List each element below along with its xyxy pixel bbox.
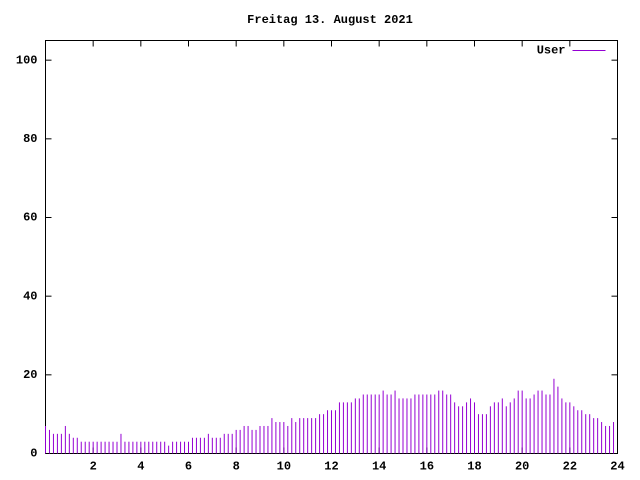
- x-tick-label: 8: [233, 460, 240, 474]
- y-tick-label: 40: [23, 289, 37, 303]
- y-tick-label: 20: [23, 368, 37, 382]
- x-tick-label: 2: [90, 460, 97, 474]
- x-tick-label: 6: [185, 460, 192, 474]
- x-tick-label: 18: [467, 460, 481, 474]
- x-tick-label: 4: [137, 460, 144, 474]
- y-tick-label: 60: [23, 211, 37, 225]
- x-tick-label: 10: [277, 460, 291, 474]
- x-tick-label: 20: [515, 460, 529, 474]
- x-tick-label: 12: [324, 460, 338, 474]
- x-tick-label: 14: [372, 460, 386, 474]
- y-tick-label: 100: [16, 53, 38, 67]
- legend-label: User: [537, 44, 566, 58]
- x-tick-label: 24: [610, 460, 624, 474]
- chart-title: Freitag 13. August 2021: [247, 13, 413, 27]
- y-tick-label: 0: [30, 447, 37, 461]
- x-tick-label: 22: [563, 460, 577, 474]
- y-tick-label: 80: [23, 132, 37, 146]
- x-tick-label: 16: [420, 460, 434, 474]
